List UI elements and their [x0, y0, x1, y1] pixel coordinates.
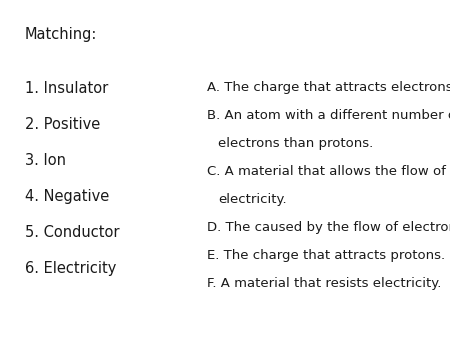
Text: electrons than protons.: electrons than protons.	[218, 137, 374, 150]
Text: Matching:: Matching:	[25, 27, 97, 42]
Text: D. The caused by the flow of electrons.: D. The caused by the flow of electrons.	[207, 221, 450, 234]
Text: 6. Electricity: 6. Electricity	[25, 261, 116, 276]
Text: B. An atom with a different number of: B. An atom with a different number of	[207, 109, 450, 122]
Text: 4. Negative: 4. Negative	[25, 189, 109, 204]
Text: A. The charge that attracts electrons.: A. The charge that attracts electrons.	[207, 81, 450, 94]
Text: 5. Conductor: 5. Conductor	[25, 225, 119, 240]
Text: 3. Ion: 3. Ion	[25, 153, 66, 168]
Text: E. The charge that attracts protons.: E. The charge that attracts protons.	[207, 249, 445, 262]
Text: 2. Positive: 2. Positive	[25, 117, 100, 132]
Text: electricity.: electricity.	[218, 193, 287, 206]
Text: 1. Insulator: 1. Insulator	[25, 81, 108, 96]
Text: C. A material that allows the flow of: C. A material that allows the flow of	[207, 165, 446, 178]
Text: F. A material that resists electricity.: F. A material that resists electricity.	[207, 277, 441, 290]
